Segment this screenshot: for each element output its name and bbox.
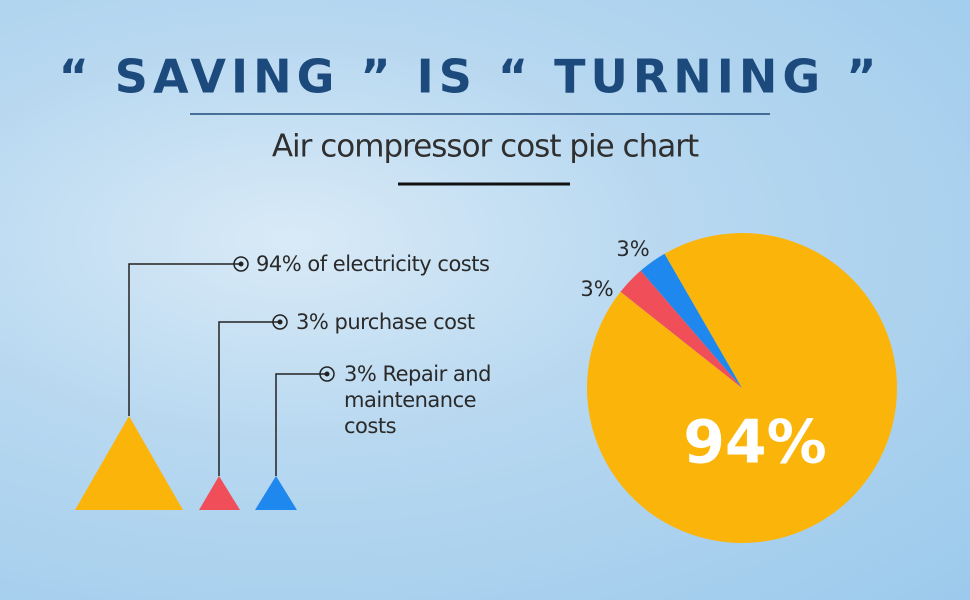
legend-triangle (75, 416, 183, 510)
pie-slice (620, 270, 742, 388)
legend-dot (277, 319, 283, 325)
legend-connector (128, 263, 241, 416)
legend-dot-ring (319, 366, 335, 382)
legend-dot (324, 371, 330, 377)
legend-triangle (199, 476, 240, 510)
chart-subtitle: Air compressor cost pie chart (272, 129, 699, 165)
pie-slice (640, 253, 742, 388)
slice-label: 94% (683, 408, 827, 478)
legend-dot (238, 261, 244, 267)
legend-label: 3% purchase cost (296, 310, 475, 334)
slice-label: 3% (580, 277, 613, 301)
legend-connector (275, 373, 327, 476)
chart-title: “ SAVING ” IS “ TURNING ” (59, 50, 882, 104)
legend-label: 3% Repair and maintenance costs (344, 362, 491, 438)
pie-slice (587, 232, 897, 543)
legend-triangle (255, 476, 297, 510)
legend-connector (218, 321, 280, 476)
slice-label: 3% (616, 237, 649, 261)
legend-label: 94% of electricity costs (256, 252, 490, 276)
legend-dot-ring (272, 314, 288, 330)
legend-dot-ring (233, 256, 249, 272)
